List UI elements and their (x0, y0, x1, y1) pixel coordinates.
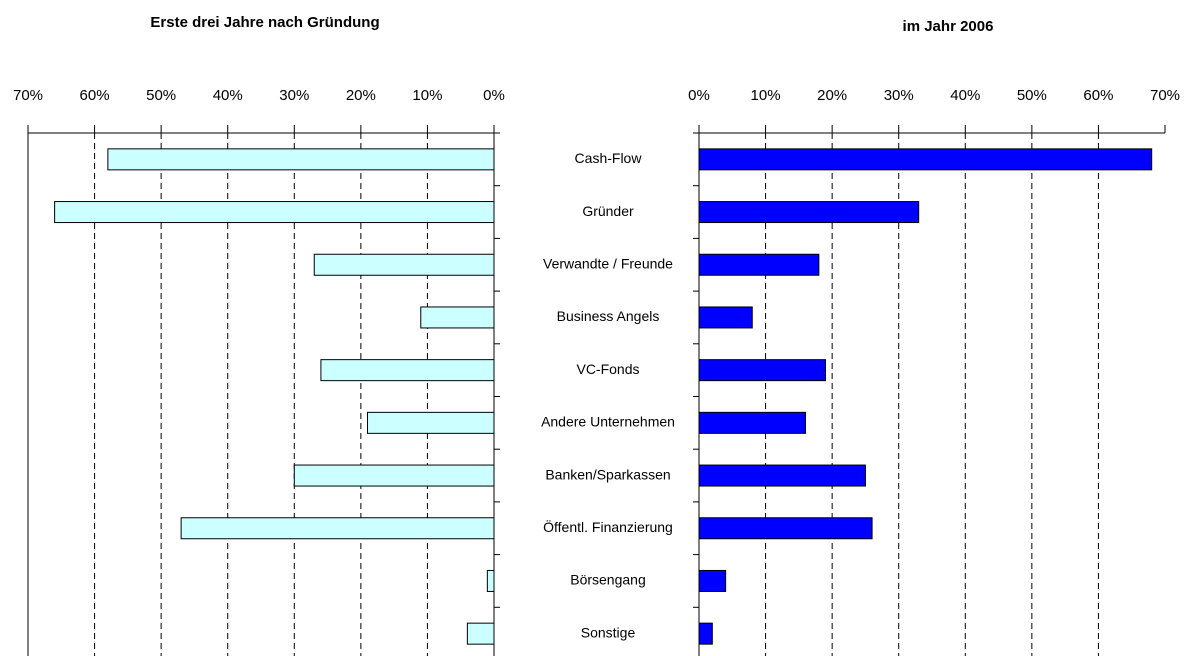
x-tick-label: 40% (213, 87, 243, 104)
chart-title: im Jahr 2006 (903, 18, 994, 35)
bar (698, 569, 727, 592)
bar (698, 359, 826, 382)
bar (420, 306, 495, 329)
category-label: Öffentl. Finanzierung (543, 518, 673, 535)
category-label: Cash-Flow (575, 150, 643, 166)
x-tick-label: 10% (751, 87, 781, 104)
bar (313, 253, 495, 276)
x-tick-label: 70% (13, 87, 43, 104)
category-label: Andere Unternehmen (541, 414, 675, 430)
x-tick-label: 30% (279, 87, 309, 104)
bar (54, 201, 495, 224)
x-tick-label: 10% (412, 87, 442, 104)
bar (367, 411, 495, 434)
bar (698, 253, 820, 276)
x-tick-label: 20% (817, 87, 847, 104)
x-tick-label: 30% (884, 87, 914, 104)
bar (698, 517, 873, 540)
category-label: Börsengang (570, 572, 646, 588)
bar (698, 148, 1153, 171)
x-tick-label: 40% (950, 87, 980, 104)
bar (698, 201, 920, 224)
x-tick-label: 0% (688, 87, 710, 104)
bar (293, 464, 495, 487)
x-tick-label: 20% (346, 87, 376, 104)
x-tick-label: 50% (1017, 87, 1047, 104)
bar (698, 306, 753, 329)
bar (107, 148, 495, 171)
bar (320, 359, 495, 382)
bar (180, 517, 495, 540)
bar (486, 569, 495, 592)
x-tick-label: 60% (1083, 87, 1113, 104)
category-label: Banken/Sparkassen (545, 466, 670, 482)
bar (466, 622, 495, 645)
bar (698, 464, 866, 487)
category-label: Verwandte / Freunde (543, 255, 673, 271)
x-tick-label: 50% (146, 87, 176, 104)
category-label: VC-Fonds (576, 361, 639, 377)
bar (698, 411, 807, 434)
category-label: Business Angels (557, 308, 660, 324)
x-tick-label: 0% (483, 87, 505, 104)
bar (698, 622, 713, 645)
category-label: Sonstige (581, 624, 636, 640)
x-tick-label: 60% (80, 87, 110, 104)
category-label: Gründer (582, 203, 634, 219)
chart-title: Erste drei Jahre nach Gründung (150, 14, 379, 31)
x-tick-label: 70% (1150, 87, 1180, 104)
